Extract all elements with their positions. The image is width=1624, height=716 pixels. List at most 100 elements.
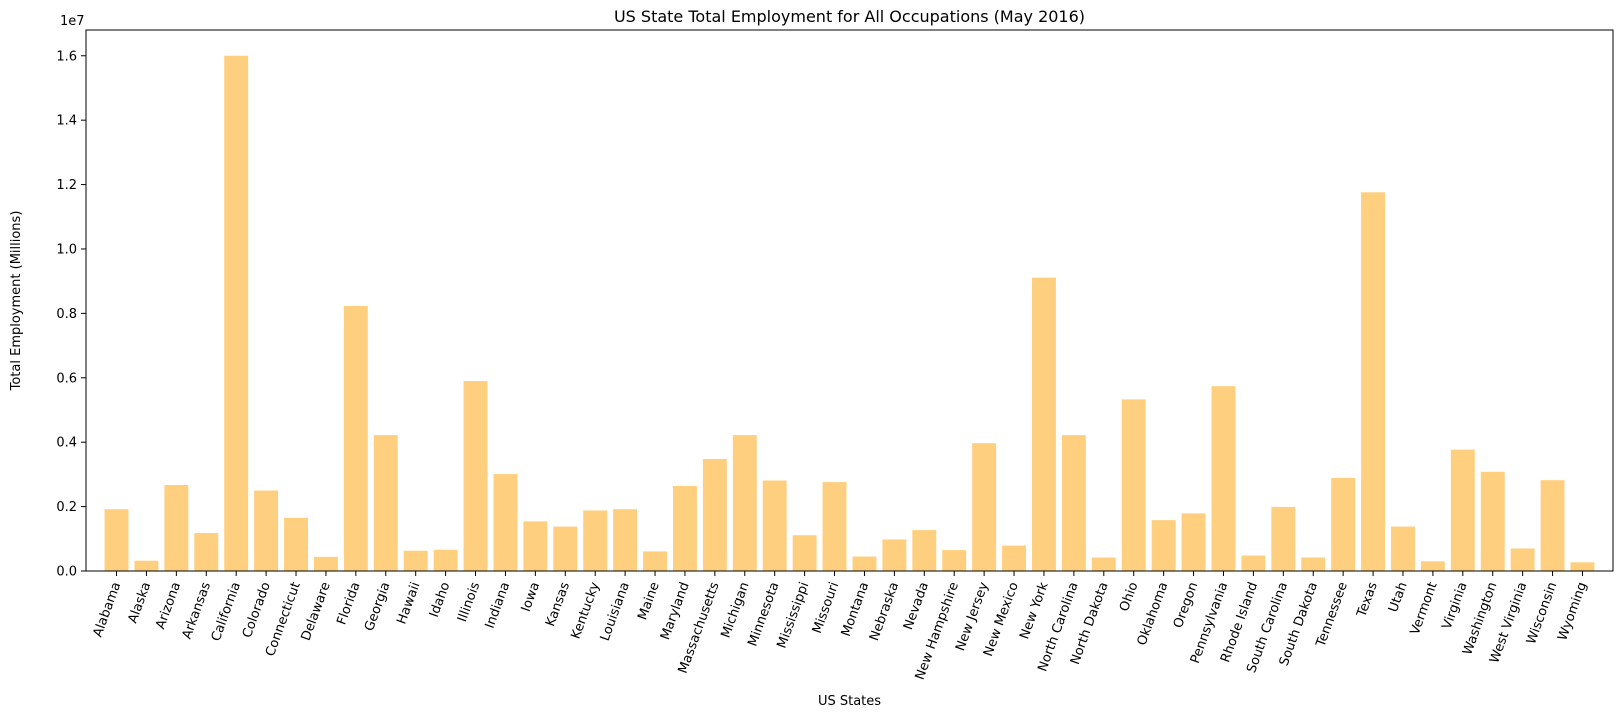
bar-north-dakota — [1091, 557, 1116, 571]
y-axis-offset-label: 1e7 — [60, 14, 85, 29]
bar-rhode-island — [1241, 555, 1266, 571]
x-tick-label: Iowa — [519, 580, 543, 614]
bar-nevada — [912, 530, 937, 571]
bar-south-dakota — [1301, 557, 1326, 571]
bar-maine — [643, 551, 668, 571]
x-tick-label: Idaho — [427, 580, 454, 619]
x-tick-label: Virginia — [1440, 580, 1471, 631]
bar-massachusetts — [702, 458, 727, 571]
x-tick-label: Ohio — [1117, 580, 1141, 613]
bar-indiana — [493, 474, 518, 571]
x-tick-label: Oklahoma — [1135, 580, 1172, 647]
x-axis-title: US States — [818, 694, 881, 709]
y-tick-label: 1.4 — [56, 114, 77, 129]
x-tick-label: Louisiana — [598, 580, 633, 643]
bar-connecticut — [284, 517, 308, 571]
bar-alaska — [134, 560, 159, 571]
bar-wisconsin — [1540, 480, 1565, 571]
bar-tennessee — [1331, 477, 1356, 571]
bar-mississippi — [792, 535, 817, 571]
bar-ohio — [1121, 399, 1146, 571]
x-tick-label: Maryland — [658, 580, 693, 642]
bar-california — [224, 55, 249, 572]
bar-oklahoma — [1151, 520, 1176, 571]
y-axis: 0.0 0.2 0.4 0.6 0.8 1.0 1.2 1.4 1.6 — [56, 49, 86, 580]
bar-utah — [1391, 526, 1415, 571]
bar-montana — [852, 556, 877, 571]
bar-idaho — [433, 549, 458, 571]
x-tick-label: Arkansas — [180, 580, 214, 641]
x-tick-label: Arizona — [153, 580, 184, 631]
bar-michigan — [732, 435, 757, 571]
x-tick-label: Nevada — [901, 580, 932, 632]
y-tick-label: 0.2 — [56, 500, 77, 515]
x-tick-label: Nebraska — [867, 580, 902, 643]
bar-iowa — [523, 521, 548, 571]
x-tick-label: Alaska — [126, 580, 155, 625]
bar-wyoming — [1570, 562, 1595, 571]
plot-frame — [85, 29, 1614, 572]
bar-north-carolina — [1061, 435, 1086, 571]
bar-new-york — [1031, 277, 1056, 571]
bars-group — [104, 55, 1595, 572]
bar-vermont — [1420, 561, 1445, 571]
bar-delaware — [313, 556, 338, 571]
bar-new-jersey — [972, 443, 997, 571]
bar-georgia — [373, 435, 398, 571]
y-tick-label: 1.2 — [56, 178, 77, 193]
bar-south-carolina — [1271, 506, 1296, 571]
bar-new-hampshire — [942, 550, 967, 571]
bar-pennsylvania — [1211, 386, 1236, 571]
bar-minnesota — [762, 480, 787, 571]
chart-title: US State Total Employment for All Occupa… — [614, 7, 1085, 26]
x-tick-label: Illinois — [455, 580, 483, 624]
x-tick-label: California — [209, 580, 244, 643]
bar-alabama — [104, 509, 129, 571]
y-tick-label: 1.6 — [56, 49, 77, 64]
x-tick-label: Hawaii — [394, 580, 423, 626]
bar-arizona — [164, 485, 189, 571]
x-tick-label: Kentucky — [569, 580, 604, 641]
x-tick-label: New York — [1017, 580, 1052, 642]
x-tick-label: Michigan — [719, 580, 753, 640]
y-tick-label: 0.0 — [56, 565, 77, 580]
bar-kentucky — [583, 510, 608, 571]
bar-hawaii — [403, 550, 428, 571]
x-tick-label: Colorado — [240, 580, 274, 640]
x-tick-label: Kansas — [543, 580, 573, 629]
x-tick-label: Maine — [635, 580, 662, 622]
x-tick-label: Georgia — [362, 580, 394, 633]
bar-louisiana — [613, 509, 638, 571]
bar-washington — [1480, 471, 1505, 571]
y-tick-label: 1.0 — [56, 242, 77, 257]
bar-colorado — [254, 490, 279, 571]
bar-texas — [1361, 192, 1386, 572]
x-tick-label: Vermont — [1408, 580, 1441, 637]
bar-oregon — [1181, 513, 1206, 571]
x-tick-label: Florida — [334, 580, 363, 627]
bar-kansas — [553, 526, 578, 571]
y-tick-label: 0.4 — [56, 436, 77, 451]
bar-arkansas — [194, 533, 219, 571]
y-tick-label: 0.8 — [56, 307, 77, 322]
bar-new-mexico — [1002, 545, 1027, 571]
x-tick-label: Indiana — [483, 580, 514, 630]
x-tick-label: Missouri — [810, 580, 842, 635]
x-tick-label: Utah — [1386, 580, 1411, 614]
bar-nebraska — [882, 539, 907, 571]
bar-maryland — [672, 485, 697, 571]
bar-missouri — [822, 482, 847, 571]
x-tick-label: Wyoming — [1555, 580, 1590, 642]
x-tick-label: Oregon — [1171, 580, 1201, 630]
bar-illinois — [463, 381, 488, 571]
y-tick-label: 0.6 — [56, 371, 77, 386]
x-tick-label: Montana — [839, 580, 872, 638]
x-tick-label: Alabama — [91, 580, 125, 639]
x-axis: Alabama Alaska ArizonaArkansasCaliforniaCo… — [91, 571, 1590, 682]
x-tick-label: Texas — [1354, 580, 1381, 620]
x-tick-label: Delaware — [299, 580, 334, 643]
bar-florida — [343, 305, 368, 571]
y-axis-title: Total Employment (Millions) — [9, 211, 24, 392]
bar-west-virginia — [1510, 548, 1535, 571]
